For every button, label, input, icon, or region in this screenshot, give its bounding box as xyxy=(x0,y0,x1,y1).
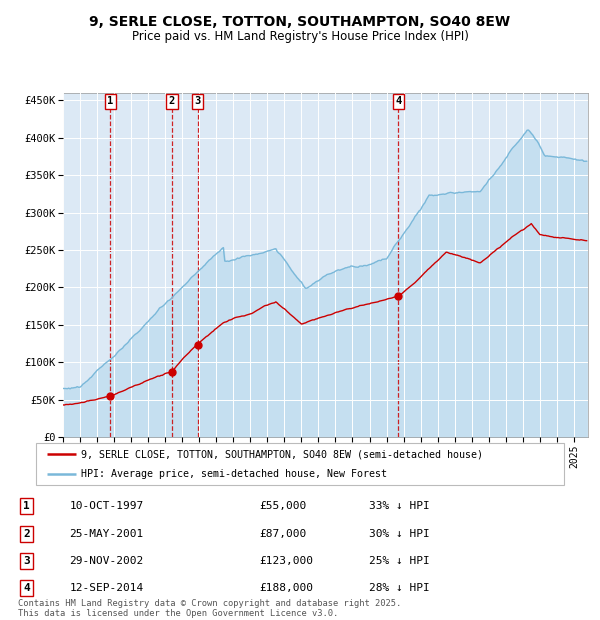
Text: 28% ↓ HPI: 28% ↓ HPI xyxy=(369,583,430,593)
Text: 30% ↓ HPI: 30% ↓ HPI xyxy=(369,529,430,539)
Text: 25-MAY-2001: 25-MAY-2001 xyxy=(70,529,144,539)
Text: 4: 4 xyxy=(23,583,30,593)
Text: 4: 4 xyxy=(395,97,401,107)
Text: 29-NOV-2002: 29-NOV-2002 xyxy=(70,556,144,566)
FancyBboxPatch shape xyxy=(36,443,564,485)
Text: HPI: Average price, semi-detached house, New Forest: HPI: Average price, semi-detached house,… xyxy=(81,469,387,479)
Text: 1: 1 xyxy=(23,501,30,511)
Text: 25% ↓ HPI: 25% ↓ HPI xyxy=(369,556,430,566)
Text: £123,000: £123,000 xyxy=(260,556,314,566)
Text: £55,000: £55,000 xyxy=(260,501,307,511)
Text: 2: 2 xyxy=(169,97,175,107)
Text: Price paid vs. HM Land Registry's House Price Index (HPI): Price paid vs. HM Land Registry's House … xyxy=(131,30,469,43)
Text: 10-OCT-1997: 10-OCT-1997 xyxy=(70,501,144,511)
Text: 12-SEP-2014: 12-SEP-2014 xyxy=(70,583,144,593)
Text: 9, SERLE CLOSE, TOTTON, SOUTHAMPTON, SO40 8EW (semi-detached house): 9, SERLE CLOSE, TOTTON, SOUTHAMPTON, SO4… xyxy=(81,450,483,459)
Text: £188,000: £188,000 xyxy=(260,583,314,593)
Text: 1: 1 xyxy=(107,97,113,107)
Text: 33% ↓ HPI: 33% ↓ HPI xyxy=(369,501,430,511)
Text: £87,000: £87,000 xyxy=(260,529,307,539)
Text: Contains HM Land Registry data © Crown copyright and database right 2025.
This d: Contains HM Land Registry data © Crown c… xyxy=(18,599,401,618)
Text: 2: 2 xyxy=(23,529,30,539)
Text: 3: 3 xyxy=(194,97,201,107)
Text: 9, SERLE CLOSE, TOTTON, SOUTHAMPTON, SO40 8EW: 9, SERLE CLOSE, TOTTON, SOUTHAMPTON, SO4… xyxy=(89,16,511,30)
Text: 3: 3 xyxy=(23,556,30,566)
